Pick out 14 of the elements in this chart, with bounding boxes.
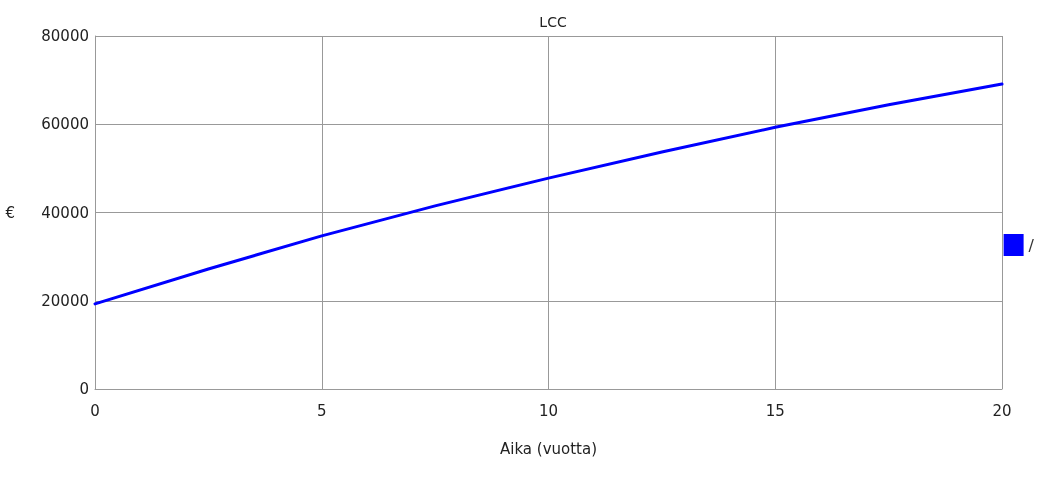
y-tick-label: 40000 bbox=[41, 203, 89, 222]
x-tick-label: 5 bbox=[316, 401, 327, 420]
y-tick-label: 0 bbox=[79, 380, 89, 398]
y-tick-label: 20000 bbox=[41, 291, 89, 310]
line-series bbox=[93, 82, 1004, 306]
chart-title: LCC bbox=[539, 14, 567, 30]
y-axis-title: € bbox=[5, 203, 15, 222]
x-axis-title: Aika (vuotta) bbox=[499, 439, 598, 458]
y-tick-label: 60000 bbox=[41, 115, 89, 134]
legend-label: / bbox=[1028, 235, 1035, 255]
x-tick-label: 15 bbox=[765, 401, 785, 420]
x-tick-label: 10 bbox=[538, 401, 559, 420]
y-tick-label: 80000 bbox=[41, 27, 89, 45]
x-tick-label: 20 bbox=[992, 401, 1012, 420]
